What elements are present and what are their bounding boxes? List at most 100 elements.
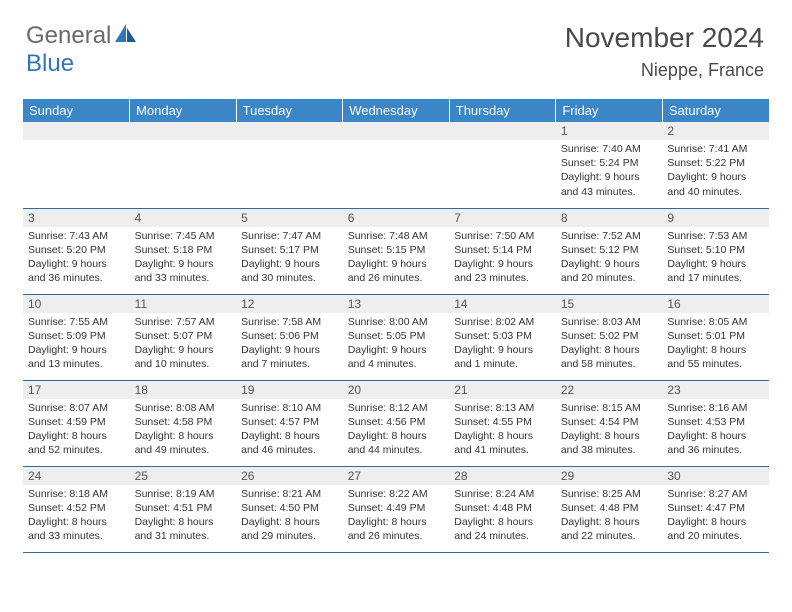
logo-word-1: General (26, 22, 111, 50)
day-number: 24 (23, 467, 130, 485)
calendar-day-cell: 3Sunrise: 7:43 AMSunset: 5:20 PMDaylight… (23, 208, 130, 294)
calendar-day-cell: 10Sunrise: 7:55 AMSunset: 5:09 PMDayligh… (23, 294, 130, 380)
day-details: Sunrise: 8:03 AMSunset: 5:02 PMDaylight:… (556, 313, 663, 376)
day-number: 30 (662, 467, 769, 485)
day-number: 21 (449, 381, 556, 399)
day-details: Sunrise: 7:50 AMSunset: 5:14 PMDaylight:… (449, 227, 556, 290)
calendar-week-row: 1Sunrise: 7:40 AMSunset: 5:24 PMDaylight… (23, 122, 769, 208)
day-number: 8 (556, 209, 663, 227)
day-number: 20 (343, 381, 450, 399)
day-details: Sunrise: 8:00 AMSunset: 5:05 PMDaylight:… (343, 313, 450, 376)
calendar-day-cell: 25Sunrise: 8:19 AMSunset: 4:51 PMDayligh… (130, 466, 237, 552)
calendar-week-row: 24Sunrise: 8:18 AMSunset: 4:52 PMDayligh… (23, 466, 769, 552)
day-details: Sunrise: 8:22 AMSunset: 4:49 PMDaylight:… (343, 485, 450, 548)
day-details: Sunrise: 8:08 AMSunset: 4:58 PMDaylight:… (130, 399, 237, 462)
calendar-day-cell: 21Sunrise: 8:13 AMSunset: 4:55 PMDayligh… (449, 380, 556, 466)
day-number: 19 (236, 381, 343, 399)
weekday-header: Friday (556, 99, 663, 122)
title-block: November 2024 Nieppe, France (565, 22, 764, 81)
calendar-day-cell: 28Sunrise: 8:24 AMSunset: 4:48 PMDayligh… (449, 466, 556, 552)
day-number-empty (449, 122, 556, 140)
location: Nieppe, France (565, 60, 764, 81)
day-details: Sunrise: 8:05 AMSunset: 5:01 PMDaylight:… (662, 313, 769, 376)
calendar-day-cell: 9Sunrise: 7:53 AMSunset: 5:10 PMDaylight… (662, 208, 769, 294)
calendar-day-cell: 19Sunrise: 8:10 AMSunset: 4:57 PMDayligh… (236, 380, 343, 466)
calendar-day-cell: 24Sunrise: 8:18 AMSunset: 4:52 PMDayligh… (23, 466, 130, 552)
day-number: 28 (449, 467, 556, 485)
day-number: 4 (130, 209, 237, 227)
weekday-header: Wednesday (343, 99, 450, 122)
sail-icon (115, 24, 137, 49)
day-number: 27 (343, 467, 450, 485)
calendar-day-cell: 8Sunrise: 7:52 AMSunset: 5:12 PMDaylight… (556, 208, 663, 294)
calendar-day-cell: 18Sunrise: 8:08 AMSunset: 4:58 PMDayligh… (130, 380, 237, 466)
calendar-day-cell: 17Sunrise: 8:07 AMSunset: 4:59 PMDayligh… (23, 380, 130, 466)
day-details: Sunrise: 8:25 AMSunset: 4:48 PMDaylight:… (556, 485, 663, 548)
header: General November 2024 Nieppe, France (0, 0, 792, 89)
calendar-table: SundayMondayTuesdayWednesdayThursdayFrid… (23, 99, 769, 553)
calendar-week-row: 10Sunrise: 7:55 AMSunset: 5:09 PMDayligh… (23, 294, 769, 380)
calendar-day-cell (130, 122, 237, 208)
day-details: Sunrise: 8:10 AMSunset: 4:57 PMDaylight:… (236, 399, 343, 462)
day-details: Sunrise: 8:19 AMSunset: 4:51 PMDaylight:… (130, 485, 237, 548)
day-number: 9 (662, 209, 769, 227)
calendar-day-cell (343, 122, 450, 208)
day-number: 29 (556, 467, 663, 485)
day-details: Sunrise: 7:45 AMSunset: 5:18 PMDaylight:… (130, 227, 237, 290)
day-number: 23 (662, 381, 769, 399)
day-number: 17 (23, 381, 130, 399)
calendar-day-cell: 4Sunrise: 7:45 AMSunset: 5:18 PMDaylight… (130, 208, 237, 294)
day-number: 25 (130, 467, 237, 485)
day-details: Sunrise: 8:18 AMSunset: 4:52 PMDaylight:… (23, 485, 130, 548)
day-details: Sunrise: 8:21 AMSunset: 4:50 PMDaylight:… (236, 485, 343, 548)
day-number-empty (236, 122, 343, 140)
day-details: Sunrise: 8:13 AMSunset: 4:55 PMDaylight:… (449, 399, 556, 462)
logo-line2-wrap: Blue (26, 50, 74, 78)
day-details: Sunrise: 7:41 AMSunset: 5:22 PMDaylight:… (662, 140, 769, 203)
day-number: 13 (343, 295, 450, 313)
day-number: 22 (556, 381, 663, 399)
calendar-day-cell: 13Sunrise: 8:00 AMSunset: 5:05 PMDayligh… (343, 294, 450, 380)
calendar-day-cell: 5Sunrise: 7:47 AMSunset: 5:17 PMDaylight… (236, 208, 343, 294)
weekday-header: Saturday (662, 99, 769, 122)
day-details: Sunrise: 8:16 AMSunset: 4:53 PMDaylight:… (662, 399, 769, 462)
weekday-header: Sunday (23, 99, 130, 122)
day-number: 26 (236, 467, 343, 485)
calendar-day-cell: 11Sunrise: 7:57 AMSunset: 5:07 PMDayligh… (130, 294, 237, 380)
day-number: 18 (130, 381, 237, 399)
calendar-week-row: 3Sunrise: 7:43 AMSunset: 5:20 PMDaylight… (23, 208, 769, 294)
day-details: Sunrise: 7:47 AMSunset: 5:17 PMDaylight:… (236, 227, 343, 290)
calendar-week-row: 17Sunrise: 8:07 AMSunset: 4:59 PMDayligh… (23, 380, 769, 466)
day-number: 16 (662, 295, 769, 313)
day-details: Sunrise: 8:15 AMSunset: 4:54 PMDaylight:… (556, 399, 663, 462)
calendar-day-cell: 20Sunrise: 8:12 AMSunset: 4:56 PMDayligh… (343, 380, 450, 466)
calendar-day-cell: 23Sunrise: 8:16 AMSunset: 4:53 PMDayligh… (662, 380, 769, 466)
day-number: 11 (130, 295, 237, 313)
logo-word-2: Blue (26, 50, 74, 77)
day-number: 12 (236, 295, 343, 313)
calendar-day-cell: 27Sunrise: 8:22 AMSunset: 4:49 PMDayligh… (343, 466, 450, 552)
weekday-header: Monday (130, 99, 237, 122)
day-details: Sunrise: 7:40 AMSunset: 5:24 PMDaylight:… (556, 140, 663, 203)
day-number: 10 (23, 295, 130, 313)
calendar-day-cell: 1Sunrise: 7:40 AMSunset: 5:24 PMDaylight… (556, 122, 663, 208)
calendar-day-cell: 14Sunrise: 8:02 AMSunset: 5:03 PMDayligh… (449, 294, 556, 380)
calendar-day-cell (449, 122, 556, 208)
calendar-day-cell: 30Sunrise: 8:27 AMSunset: 4:47 PMDayligh… (662, 466, 769, 552)
day-number-empty (130, 122, 237, 140)
weekday-header: Tuesday (236, 99, 343, 122)
day-number: 1 (556, 122, 663, 140)
day-number: 3 (23, 209, 130, 227)
day-details: Sunrise: 7:48 AMSunset: 5:15 PMDaylight:… (343, 227, 450, 290)
calendar-day-cell: 29Sunrise: 8:25 AMSunset: 4:48 PMDayligh… (556, 466, 663, 552)
day-details: Sunrise: 8:07 AMSunset: 4:59 PMDaylight:… (23, 399, 130, 462)
day-details: Sunrise: 7:55 AMSunset: 5:09 PMDaylight:… (23, 313, 130, 376)
day-details: Sunrise: 8:24 AMSunset: 4:48 PMDaylight:… (449, 485, 556, 548)
day-number: 6 (343, 209, 450, 227)
day-number-empty (343, 122, 450, 140)
day-details: Sunrise: 8:02 AMSunset: 5:03 PMDaylight:… (449, 313, 556, 376)
day-number: 2 (662, 122, 769, 140)
logo: General (26, 22, 140, 50)
calendar-day-cell: 16Sunrise: 8:05 AMSunset: 5:01 PMDayligh… (662, 294, 769, 380)
day-number: 5 (236, 209, 343, 227)
